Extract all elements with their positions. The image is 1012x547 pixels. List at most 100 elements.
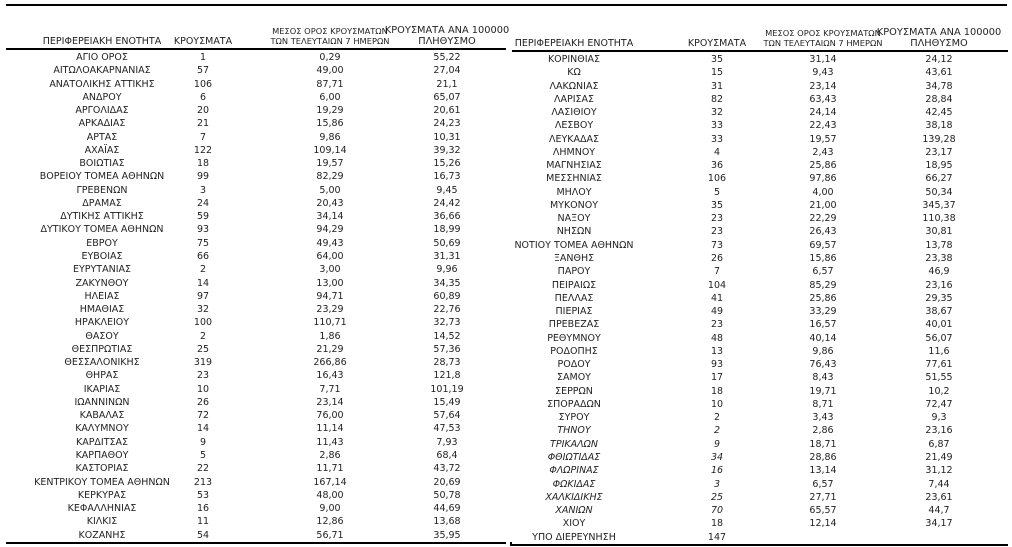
- avg7-value: 16,43: [316, 370, 344, 382]
- cases-value: 100: [193, 317, 213, 329]
- cases-value: 57: [196, 65, 210, 77]
- region-name: ΘΑΣΟΥ: [85, 330, 119, 342]
- region-name: ΑΝΑΤΟΛΙΚΗΣ ΑΤΤΙΚΗΣ: [49, 78, 155, 90]
- cases-value: 23: [710, 226, 724, 238]
- cases-value: 54: [196, 529, 210, 541]
- region-name: ΗΜΑΘΙΑΣ: [79, 304, 125, 316]
- cases-value: 99: [196, 171, 210, 183]
- per100k-value: 43,61: [925, 67, 953, 79]
- per100k-value: 24,42: [433, 197, 461, 209]
- per100k-value: 7,93: [436, 436, 458, 448]
- avg7-value: 9,86: [319, 131, 341, 143]
- cases-value: 7: [199, 131, 207, 143]
- table-row: ΛΑΣΙΘΙΟΥ 32 24,14 42,45: [512, 106, 1008, 119]
- per100k-value: 29,35: [925, 292, 953, 304]
- column-header-per100k: ΚΡΟΥΣΜΑΤΑ ΑΝΑ 100000 ΠΛΗΘΥΣΜΟ: [877, 27, 1001, 49]
- avg7-value: 6,00: [319, 91, 341, 103]
- cases-value: 48: [710, 332, 724, 344]
- region-name: ΚΑΒΑΛΑΣ: [79, 410, 125, 422]
- cases-value: 10: [710, 398, 724, 410]
- region-name: ΕΥΒΟΙΑΣ: [81, 250, 123, 262]
- per100k-value: 21,49: [925, 451, 953, 463]
- cases-value: 11: [196, 516, 210, 528]
- table-row: ΣΠΟΡΑΔΩΝ 10 8,71 72,47: [512, 398, 1008, 411]
- avg7-value: 34,14: [316, 211, 344, 223]
- per100k-value: 23,16: [925, 425, 953, 437]
- table-divider-tick: [510, 542, 512, 546]
- per100k-value: 66,27: [925, 173, 953, 185]
- avg7-value: 8,43: [812, 372, 834, 384]
- per100k-value: 10,31: [433, 131, 461, 143]
- region-name: ΙΩΑΝΝΙΝΩΝ: [74, 396, 130, 408]
- cases-value: 82: [710, 93, 724, 105]
- region-name: ΙΚΑΡΙΑΣ: [83, 383, 121, 395]
- avg7-value: 56,71: [316, 529, 344, 541]
- cases-value: 32: [710, 107, 724, 119]
- table-row: ΠΑΡΟΥ 7 6,57 46,9: [512, 265, 1008, 278]
- region-name: ΤΡΙΚΑΛΩΝ: [550, 438, 598, 450]
- per100k-value: 42,45: [925, 107, 953, 119]
- header-underline: [6, 48, 506, 50]
- region-name: ΠΙΕΡΙΑΣ: [555, 306, 593, 318]
- table-row: ΤΗΝΟΥ 2 2,86 23,16: [512, 424, 1008, 437]
- per100k-value: 9,45: [436, 184, 458, 196]
- column-header-per100k: ΚΡΟΥΣΜΑΤΑ ΑΝΑ 100000 ΠΛΗΘΥΣΜΟ: [385, 25, 509, 47]
- column-header-per100k-line1: ΚΡΟΥΣΜΑΤΑ ΑΝΑ 100000: [384, 25, 510, 36]
- per100k-value: 35,95: [433, 529, 461, 541]
- per100k-value: 32,73: [433, 317, 461, 329]
- per100k-value: 139,28: [922, 133, 956, 145]
- cases-value: 20: [196, 105, 210, 117]
- region-name: ΔΥΤΙΚΟΥ ΤΟΜΕΑ ΑΘΗΝΩΝ: [40, 224, 164, 236]
- region-name: ΓΡΕΒΕΝΩΝ: [76, 184, 128, 196]
- cases-value: 93: [196, 224, 210, 236]
- cases-value: 3: [713, 478, 721, 490]
- per100k-value: 16,73: [433, 171, 461, 183]
- table-row: ΞΑΝΘΗΣ 26 15,86 23,38: [512, 252, 1008, 265]
- cases-value: 49: [710, 306, 724, 318]
- region-name: ΘΗΡΑΣ: [85, 370, 119, 382]
- table-row: ΝΗΣΩΝ 23 26,43 30,81: [512, 225, 1008, 238]
- bottom-border-line: [512, 544, 1008, 546]
- per100k-value: 36,66: [433, 211, 461, 223]
- region-name: ΠΕΙΡΑΙΩΣ: [551, 279, 597, 291]
- region-name: ΛΕΥΚΑΔΑΣ: [548, 133, 600, 145]
- cases-value: 25: [710, 491, 724, 503]
- right-table-body: ΚΟΡΙΝΘΙΑΣ 35 31,14 24,12 ΚΩ 15 9,43 43,6…: [512, 53, 1008, 544]
- cases-value: 14: [196, 423, 210, 435]
- per100k-value: 28,73: [433, 357, 461, 369]
- table-row: ΧΙΟΥ 18 12,14 34,17: [512, 517, 1008, 530]
- avg7-value: 9,00: [319, 503, 341, 515]
- avg7-value: 27,71: [809, 491, 837, 503]
- table-row: ΙΩΑΝΝΙΝΩΝ 26 23,14 15,49: [6, 396, 506, 409]
- region-name: ΑΓΙΟ ΟΡΟΣ: [76, 52, 128, 63]
- table-row: ΥΠΟ ΔΙΕΡΕΥΝΗΣΗ 147: [512, 531, 1008, 544]
- cases-value: 1: [199, 52, 207, 63]
- table-row: ΚΑΡΔΙΤΣΑΣ 9 11,43 7,93: [6, 436, 506, 449]
- per100k-value: 44,69: [433, 503, 461, 515]
- avg7-value: 11,14: [316, 423, 344, 435]
- cases-value: 7: [713, 266, 721, 278]
- regional-cases-table-left: ΠΕΡΙΦΕΡΕΙΑΚΗ ΕΝΟΤΗΤΑ ΚΡΟΥΣΜΑΤΑ ΜΕΣΟΣ ΟΡΟ…: [6, 0, 509, 545]
- table-row: ΣΑΜΟΥ 17 8,43 51,55: [512, 371, 1008, 384]
- avg7-value: 64,00: [316, 250, 344, 262]
- table-row: ΛΕΣΒΟΥ 33 22,43 38,18: [512, 119, 1008, 132]
- avg7-value: 23,29: [316, 304, 344, 316]
- region-name: ΚΕΝΤΡΙΚΟΥ ΤΟΜΕΑ ΑΘΗΝΩΝ: [34, 476, 170, 488]
- per100k-value: 65,07: [433, 91, 461, 103]
- column-header-region: ΠΕΡΙΦΕΡΕΙΑΚΗ ΕΝΟΤΗΤΑ: [514, 38, 634, 49]
- table-row: ΛΗΜΝΟΥ 4 2,43 23,17: [512, 146, 1008, 159]
- region-name: ΠΕΛΛΑΣ: [554, 292, 594, 304]
- per100k-value: 39,32: [433, 144, 461, 156]
- avg7-value: 76,43: [809, 359, 837, 371]
- avg7-value: 8,71: [812, 398, 834, 410]
- cases-value: 14: [196, 277, 210, 289]
- per100k-value: 47,53: [433, 423, 461, 435]
- avg7-value: 109,14: [313, 144, 347, 156]
- table-row: ΛΑΡΙΣΑΣ 82 63,43 28,84: [512, 93, 1008, 106]
- region-name: ΠΡΕΒΕΖΑΣ: [548, 319, 600, 331]
- table-row: ΠΕΙΡΑΙΩΣ 104 85,29 23,16: [512, 279, 1008, 292]
- avg7-value: 40,14: [809, 332, 837, 344]
- cases-value: 59: [196, 211, 210, 223]
- avg7-value: 23,14: [316, 396, 344, 408]
- avg7-value: 2,86: [319, 449, 341, 461]
